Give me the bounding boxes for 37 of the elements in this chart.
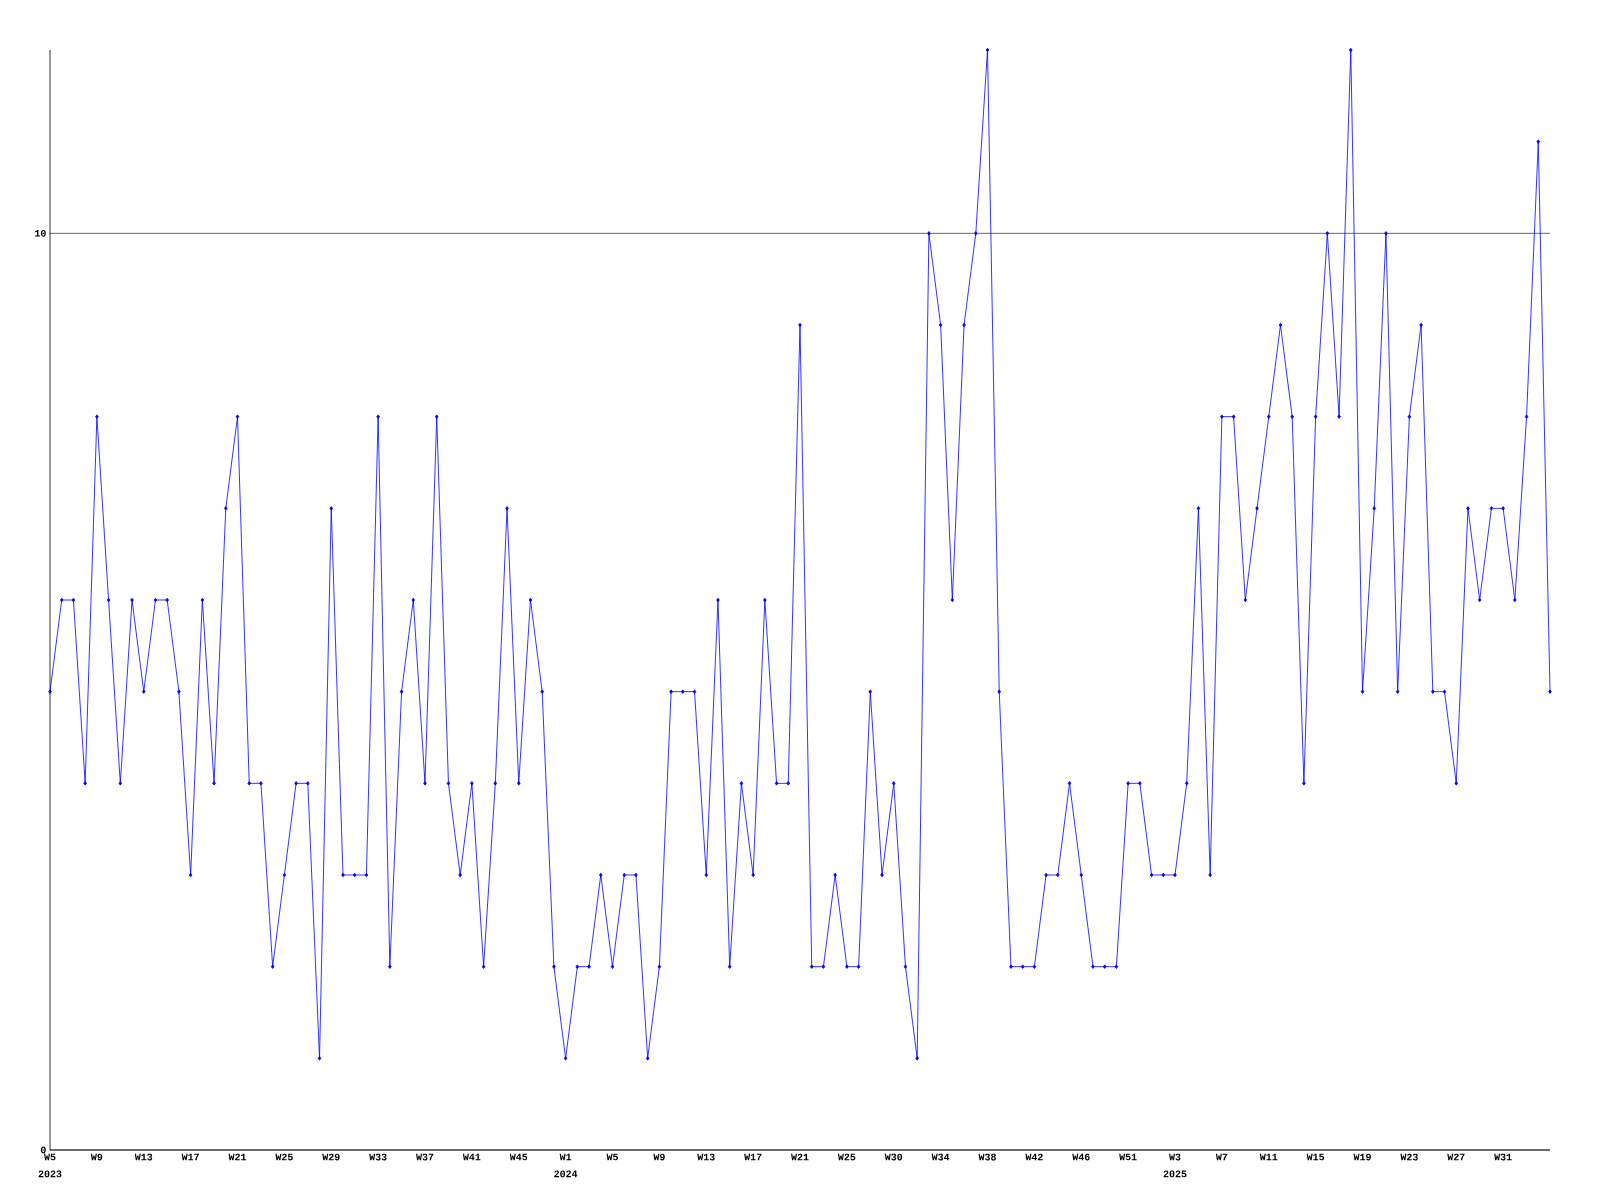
x-tick-label: W31 xyxy=(1494,1153,1512,1161)
x-tick-label: W1 xyxy=(559,1153,572,1161)
x-tick-label: W25 xyxy=(275,1153,293,1161)
text: 2025 xyxy=(1163,1170,1187,1178)
x-tick-label: W5 xyxy=(44,1153,56,1161)
x-tick-label: W3 xyxy=(1169,1153,1181,1161)
x-tick-label: W41 xyxy=(462,1153,481,1161)
x-tick-label: W46 xyxy=(1072,1153,1090,1161)
x-tick-label: W15 xyxy=(1306,1153,1325,1161)
x-tick-label: W25 xyxy=(837,1153,856,1161)
text: 2024 xyxy=(554,1170,578,1178)
x-tick-label: W9 xyxy=(90,1153,103,1161)
x-tick-label: W34 xyxy=(931,1153,950,1161)
x-tick-label: W42 xyxy=(1025,1153,1043,1161)
x-tick-label: W45 xyxy=(509,1153,528,1161)
x-tick-label: W7 xyxy=(1215,1153,1228,1161)
x-tick-label: W17 xyxy=(181,1153,199,1161)
x-tick-label: W33 xyxy=(369,1153,387,1161)
x-tick-label: W29 xyxy=(322,1153,340,1161)
y-tick-label: 10 xyxy=(35,229,46,237)
x-tick-label: W9 xyxy=(653,1153,665,1161)
x-tick-label: W13 xyxy=(134,1153,153,1161)
x-tick-label: W21 xyxy=(791,1153,809,1161)
x-tick-label: W11 xyxy=(1259,1153,1278,1161)
y-tick-label: 0 xyxy=(40,1146,46,1154)
x-tick-label: W17 xyxy=(744,1153,762,1161)
x-tick-label: W27 xyxy=(1447,1153,1465,1161)
x-tick-label: W21 xyxy=(228,1153,247,1161)
x-tick-label: W23 xyxy=(1400,1153,1418,1161)
x-tick-label: W51 xyxy=(1119,1153,1137,1161)
x-tick-label: W13 xyxy=(697,1153,715,1161)
text: 2023 xyxy=(38,1170,62,1178)
x-tick-label: W5 xyxy=(606,1153,618,1161)
x-tick-label: W37 xyxy=(416,1153,434,1161)
x-tick-label: W19 xyxy=(1353,1153,1371,1161)
x-tick-label: W38 xyxy=(978,1153,996,1161)
x-tick-label: W30 xyxy=(884,1153,903,1161)
